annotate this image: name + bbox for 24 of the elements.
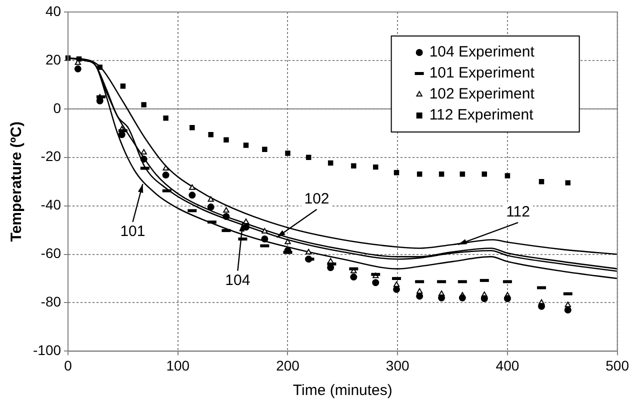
legend-label: 102 Experiment — [429, 86, 536, 103]
legend-label: 101 Experiment — [429, 64, 536, 82]
legend-label: 104 Experiment — [429, 44, 536, 61]
x-tick-label: 100 — [166, 357, 190, 374]
y-tick-label: 0 — [53, 100, 62, 116]
x-tick-label: 200 — [276, 357, 300, 374]
annotation: 101 — [120, 223, 146, 240]
y-tick-label: -20 — [40, 148, 62, 164]
y-tick-label: 40 — [45, 2, 62, 19]
annotation: 112 — [506, 204, 530, 221]
x-tick-label: 0 — [64, 357, 72, 374]
x-axis-title: Time (minutes) — [292, 382, 392, 400]
y-tick-label: -40 — [40, 196, 62, 213]
y-tick-label: -100 — [32, 342, 62, 358]
y-axis-title: Temperature (ºC) — [8, 121, 26, 242]
y-tick-label: -80 — [40, 294, 62, 310]
y-tick-label: -60 — [40, 245, 62, 262]
x-tick-label: 400 — [496, 357, 520, 374]
annotation: 104 — [225, 272, 250, 289]
legend-label: 112 Experiment — [429, 106, 534, 124]
x-tick-label: 500 — [606, 357, 630, 374]
x-tick-label: 300 — [386, 357, 410, 374]
y-tick-label: 20 — [45, 51, 62, 68]
annotation: 102 — [304, 190, 330, 208]
